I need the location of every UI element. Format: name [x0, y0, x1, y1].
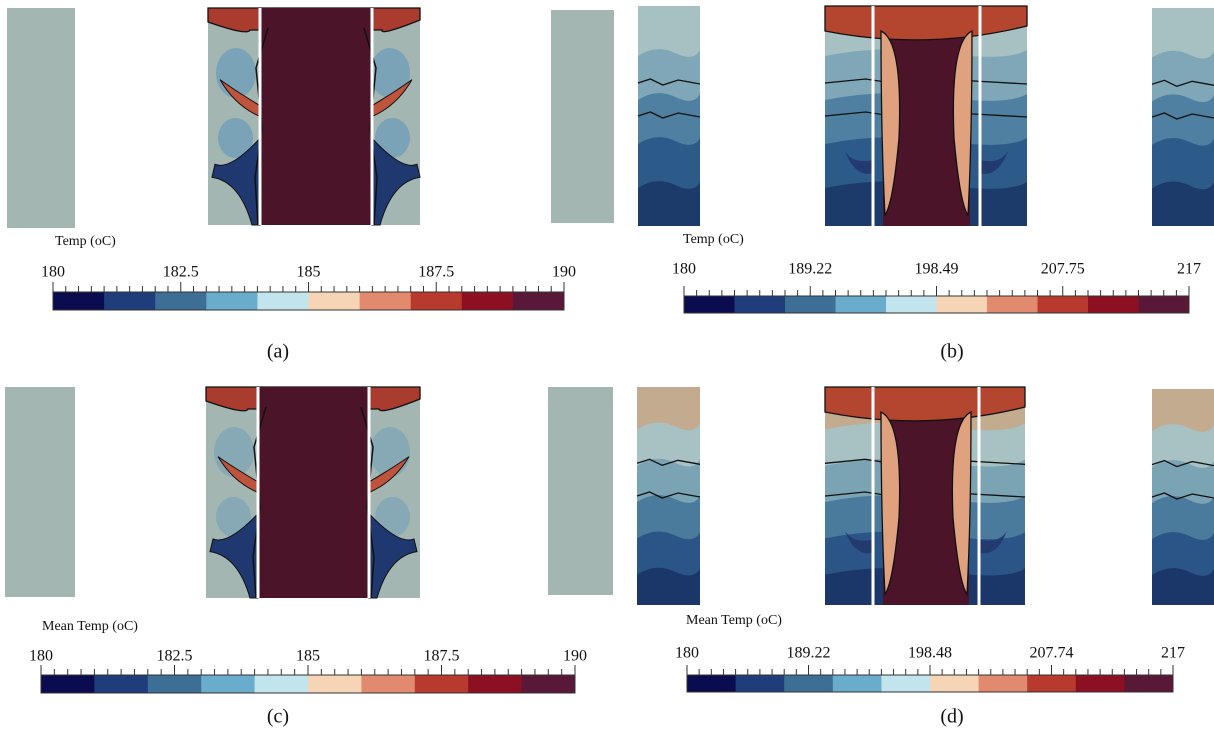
colorbar-swatch	[684, 296, 735, 313]
panel-caption: (a)	[267, 341, 289, 363]
colorbar-title: Temp (oC)	[683, 232, 744, 247]
colorbar-swatch	[308, 675, 362, 693]
colorbar-title: Mean Temp (oC)	[686, 613, 782, 628]
side-domain	[7, 8, 75, 228]
colorbar-tick-label: 198.49	[915, 261, 959, 278]
side-domain	[548, 387, 613, 595]
side-domain	[551, 10, 614, 223]
colorbar-swatch	[833, 675, 882, 692]
contour-plot	[638, 6, 1214, 226]
colorbar-swatch	[1027, 675, 1076, 692]
colorbar-swatch	[987, 296, 1038, 313]
colorbar-swatch	[257, 292, 309, 310]
colorbar-swatch	[360, 292, 412, 310]
colorbar-swatch	[309, 292, 361, 310]
colorbar-tick-label: 180	[29, 648, 53, 665]
colorbar-tick-label: 217	[1161, 645, 1185, 662]
colorbar-swatch	[736, 675, 785, 692]
colorbar-tick-label: 187.5	[418, 264, 454, 281]
colorbar-swatch	[201, 675, 255, 693]
colorbar-swatch	[522, 675, 576, 693]
colorbar-swatch	[930, 675, 979, 692]
colorbar-swatch	[206, 292, 258, 310]
hot-core	[260, 8, 372, 225]
colorbar-title: Temp (oC)	[55, 234, 116, 249]
colorbar-tick-label: 189.22	[787, 645, 831, 662]
colorbar-swatch	[94, 675, 148, 693]
colorbar-swatch	[468, 675, 522, 693]
colorbar-tick-label: 198.48	[908, 645, 952, 662]
colorbar-tick-label: 182.5	[157, 648, 193, 665]
colorbar-swatch	[361, 675, 415, 693]
contour-plot	[7, 8, 614, 228]
colorbar-tick-label: 217	[1177, 261, 1201, 278]
colorbar-swatch	[255, 675, 309, 693]
side-domain	[5, 387, 75, 597]
colorbar-title: Mean Temp (oC)	[42, 619, 138, 634]
colorbar-swatch	[148, 675, 202, 693]
colorbar-tick-label: 190	[563, 648, 587, 665]
colorbar-swatch	[785, 296, 836, 313]
colorbar-swatch	[687, 675, 736, 692]
panel-caption: (d)	[940, 706, 963, 728]
colorbar-tick-label: 182.5	[163, 264, 199, 281]
colorbar-swatch	[462, 292, 514, 310]
colorbar-swatch	[886, 296, 937, 313]
colorbar-swatch	[1038, 296, 1089, 313]
colorbar-tick-label: 185	[296, 648, 320, 665]
panel-caption: (c)	[267, 706, 289, 728]
colorbar-swatch	[411, 292, 463, 310]
colorbar-swatch	[104, 292, 156, 310]
colorbar-tick-label: 180	[675, 645, 699, 662]
colorbar-swatch	[415, 675, 469, 693]
colorbar-swatch	[1076, 675, 1125, 692]
colorbar-swatch	[1088, 296, 1139, 313]
panel-caption: (b)	[940, 341, 963, 363]
figure: Temp (oC) 180 182.5 185 187.5 190 (a) Temp (oC)…	[0, 0, 1214, 733]
colorbar-tick-label: 187.5	[424, 648, 460, 665]
colorbar-swatch	[836, 296, 887, 313]
hot-core	[258, 387, 369, 598]
colorbar-swatch	[735, 296, 786, 313]
colorbar-tick-label: 207.75	[1041, 261, 1085, 278]
colorbar-swatch	[1139, 296, 1190, 313]
colorbar-swatch	[979, 675, 1028, 692]
colorbar-swatch	[53, 292, 105, 310]
colorbar-tick-label: 180	[672, 261, 696, 278]
colorbar-swatch	[513, 292, 565, 310]
colorbar-swatch	[784, 675, 833, 692]
contour-plot	[5, 387, 613, 598]
contour-plot	[637, 387, 1214, 605]
colorbar-swatch	[937, 296, 988, 313]
colorbar-tick-label: 189.22	[788, 261, 832, 278]
colorbar-tick-label: 185	[297, 264, 321, 281]
colorbar-swatch	[881, 675, 930, 692]
colorbar-tick-label: 190	[552, 264, 576, 281]
colorbar-swatch	[155, 292, 207, 310]
colorbar-tick-label: 207.74	[1030, 645, 1074, 662]
colorbar-swatch	[41, 675, 95, 693]
colorbar-swatch	[1124, 675, 1173, 692]
colorbar-tick-label: 180	[41, 264, 65, 281]
